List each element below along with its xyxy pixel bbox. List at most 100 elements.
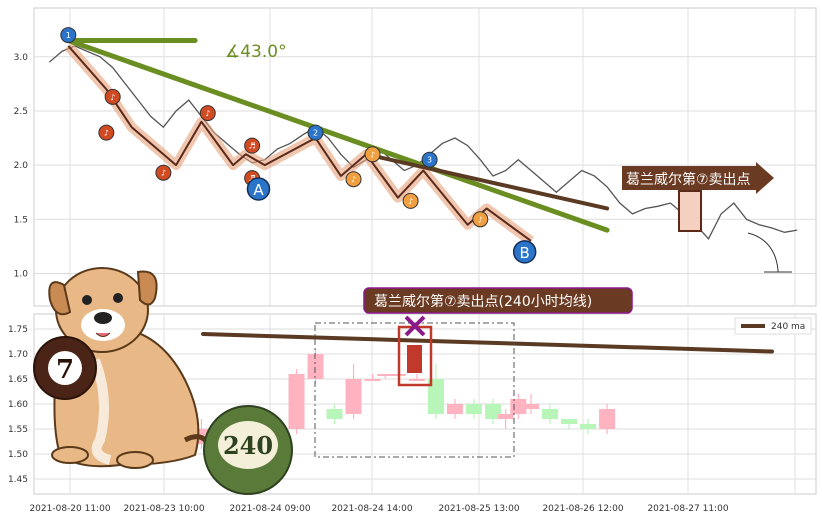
candle-body [427,379,444,414]
price-y-tick: 1.0 [14,269,29,279]
candle-body [345,379,362,414]
wave-marker-label: ♪ [478,215,483,224]
puppy-ear-left [48,281,72,316]
wave-marker-label: ♪ [351,175,356,184]
wave-marker [155,164,172,181]
x-axis: 2021-08-20 11:00 2021-08-23 10:00 2021-08-… [29,504,728,514]
ma-y-tick: 1.55 [8,425,28,435]
candle-body [408,379,425,381]
candle-body [288,374,305,429]
price-annotation: 葛兰威尔第⑦卖出点 [622,162,774,194]
wave-marker-label: ♪ [161,169,166,178]
ball-7: 7 [33,336,97,400]
ma-annotation-text: 葛兰威尔第⑦卖出点(240小时均线) [374,293,592,310]
candle-body [523,404,540,409]
zigzag-line [67,45,532,242]
candle-body [484,404,501,419]
wave-marker-label: 3 [427,156,432,165]
wave-marker [307,124,324,141]
x-marker-stroke-2 [404,315,426,337]
wave-marker [345,171,362,188]
wave-marker-label: ♪ [104,129,109,138]
price-y-tick: 2.0 [14,161,29,171]
candle-body [364,379,381,381]
price-y-tick: 3.0 [14,53,29,63]
ma-y-tick: 1.75 [8,325,28,335]
puppy-muzzle [81,309,125,341]
ma-annotation-box [363,287,633,314]
x-tick: 2021-08-20 11:00 [29,504,110,514]
wave-marker-label: ♬ [249,142,256,151]
puppy-paw-left [51,446,89,464]
candle-body [326,409,343,419]
x-tick: 2021-08-23 10:00 [123,504,204,514]
sell-point-box [678,190,702,232]
wave-marker-label: ♬ [249,174,256,183]
price-annotation-text: 葛兰威尔第⑦卖出点 [626,171,751,188]
ma-y-tick: 1.65 [8,375,28,385]
puppy-eye-left [82,295,92,305]
ma-annotation: 葛兰威尔第⑦卖出点(240小时均线) [363,287,633,314]
wave-label-text: A [253,181,264,199]
wave-label-circle [246,177,271,201]
x-tick: 2021-08-24 09:00 [229,504,310,514]
ball-7-spot [48,351,82,385]
wave-marker-label: ♪ [110,93,115,102]
candle-body [561,419,578,424]
wave-marker-label: 2 [313,129,318,138]
candle-body [446,404,463,414]
ma-panel: 1.75 1.70 1.65 1.60 1.55 1.50 1.45 葛兰威尔第⑦卖出点(2… [8,287,817,514]
wave-marker [472,211,489,228]
candle-body [465,404,482,414]
price-y-tick: 2.5 [14,107,28,117]
candle-body [580,424,597,429]
ball-7-number: 7 [56,355,74,385]
wave-marker [98,124,115,141]
puppy-paw-right [116,451,154,469]
angle-label: ∡43.0° [225,42,287,62]
x-tick: 2021-08-25 13:00 [438,504,519,514]
candle-body [377,374,394,376]
price-panel: 3.02.52.01.51.0 ∡43.0° 1♪♪♪♪♬♬2♪♪♪3♪ AB … [14,7,817,307]
trendline-green [65,38,610,233]
wave-marker-label: ♪ [205,109,210,118]
candle-body [599,409,616,429]
x-tick: 2021-08-26 12:00 [542,504,623,514]
candle-body [510,399,527,414]
wave-marker [244,137,261,154]
wave-marker-label: 1 [66,31,71,40]
trendline-brown [364,152,610,211]
x-tick: 2021-08-24 14:00 [331,504,412,514]
puppy-chest [90,358,112,465]
ma-240-line [201,332,774,354]
wave-marker [60,27,77,44]
ma-y-tick: 1.60 [8,400,28,410]
ball-240: 240 [203,405,293,495]
puppy-nose [94,312,112,324]
ma-y-tick: 1.45 [8,475,28,485]
wave-marker [364,146,381,163]
candle-body [307,354,324,379]
price-y-tick: 1.5 [14,215,28,225]
wave-label-circle [512,240,537,264]
puppy-tongue [95,332,111,337]
candle-body [497,414,514,419]
wave-marker [402,192,419,209]
puppy-eye-right [113,293,123,303]
wave-marker [421,151,438,168]
ma-legend: 240 ma [734,317,812,335]
ma-y-tick: 1.50 [8,450,28,460]
price-grid [34,8,816,306]
hook-decoration [747,232,792,273]
sell-x-marker [404,315,426,337]
sell-candle-body [407,345,422,373]
wave-labels: AB [246,177,537,264]
wave-marker-label: ♪ [370,150,375,159]
wave-marker [199,105,216,122]
ball-240-number: 240 [223,431,273,460]
candle-body [542,409,559,419]
wave-marker [104,88,121,105]
wave-label-text: B [520,244,530,262]
ball-240-spot [218,421,278,469]
